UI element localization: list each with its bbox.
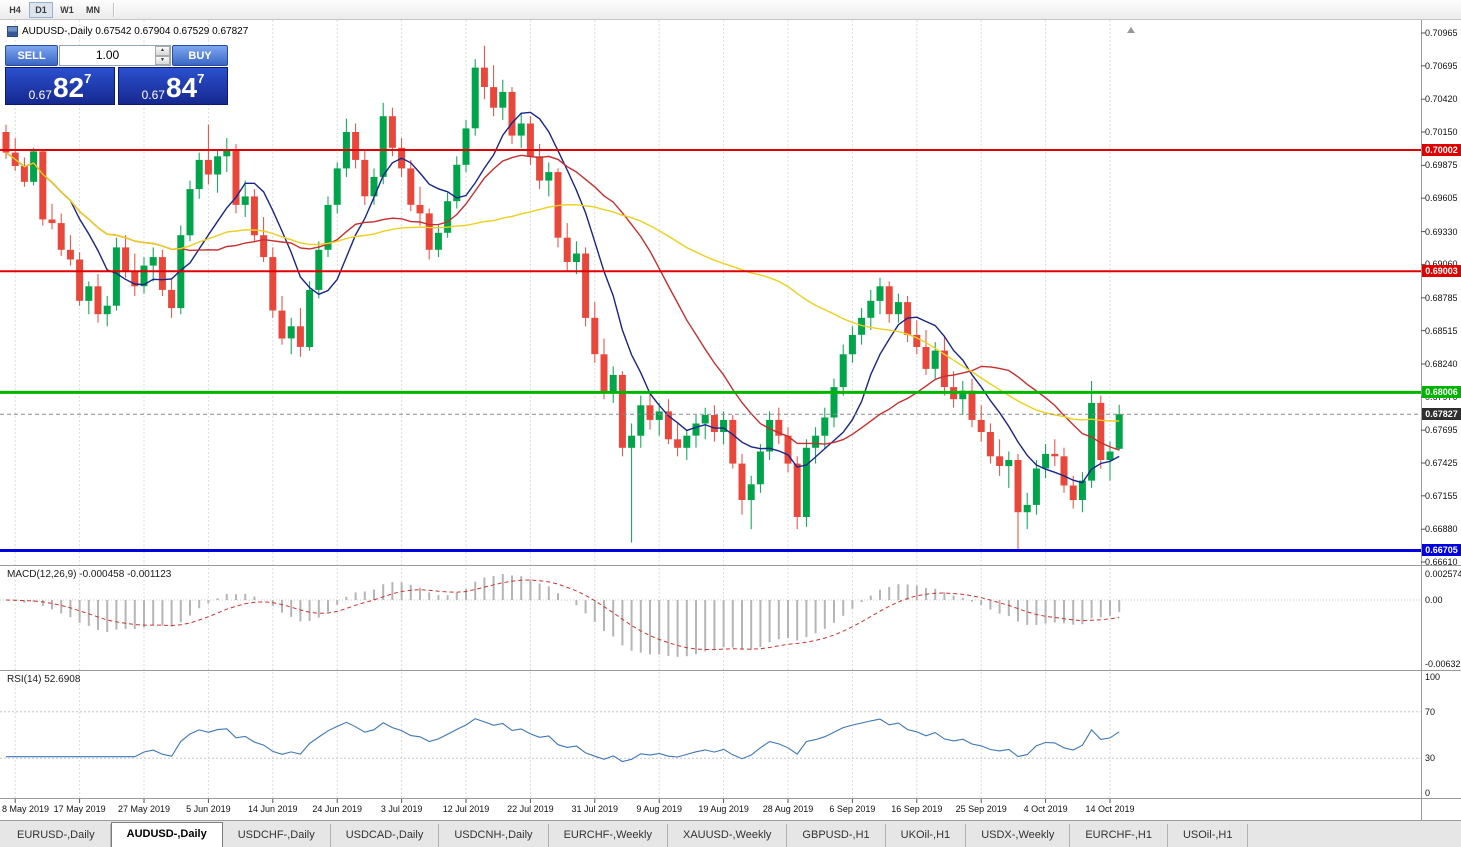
chart-tab-usdcnh-daily[interactable]: USDCNH-,Daily	[439, 824, 549, 847]
sell-button[interactable]: SELL	[5, 45, 58, 66]
ohlc-text: AUDUSD-,Daily 0.67542 0.67904 0.67529 0.…	[22, 26, 249, 37]
price-axis-label: 0.70695	[1425, 60, 1458, 71]
one-click-trading-panel: SELL 1.00 ▲ ▼ BUY 0.67 82 7 0.67 84 7	[5, 45, 228, 105]
volume-decrease-icon[interactable]: ▼	[155, 55, 170, 65]
price-axis-label: 0.69875	[1425, 160, 1458, 171]
level-price-label: 0.68006	[1422, 386, 1461, 399]
bid-big-digits: 82	[52, 72, 85, 103]
chart-tabs-bar: EURUSD-,Daily AUDUSD-,Daily USDCHF-,Daily U…	[0, 820, 1461, 847]
date-axis-label: 16 Sep 2019	[891, 804, 943, 814]
chart-tab-ukoil-h1[interactable]: UKOil-,H1	[886, 824, 967, 847]
price-axis-label: 0.70965	[1425, 28, 1458, 38]
macd-axis-label: -0.006326	[1425, 659, 1461, 669]
chart-tab-eurchf-weekly[interactable]: EURCHF-,Weekly	[549, 824, 668, 847]
candles-layer	[2, 45, 1123, 550]
date-axis-label: 22 Jul 2019	[507, 804, 554, 814]
macd-histogram	[0, 574, 1421, 657]
period-button-d1[interactable]: D1	[29, 1, 53, 18]
chart-shift-marker-icon	[1127, 27, 1135, 33]
volume-value[interactable]: 1.00	[95, 48, 120, 62]
level-lines	[0, 149, 1421, 552]
volume-increase-icon[interactable]: ▲	[155, 46, 170, 56]
timeframe-buttons: H4 D1 W1 MN	[3, 1, 105, 18]
date-axis-label: 9 Aug 2019	[636, 804, 682, 814]
level-price-label: 0.70002	[1422, 143, 1461, 156]
date-axis-label: 12 Jul 2019	[442, 804, 490, 814]
bid-price-display[interactable]: 0.67 82 7	[5, 67, 115, 105]
price-axis-label: 0.67425	[1425, 458, 1458, 468]
price-axis-label: 0.66610	[1425, 557, 1458, 567]
date-axis-label: 8 May 2019	[2, 804, 50, 814]
price-axis-label: 0.70150	[1425, 126, 1458, 137]
bid-prefix: 0.67	[28, 88, 52, 102]
date-axis-label: 19 Aug 2019	[698, 804, 749, 814]
rsi-axis-label: 30	[1425, 753, 1436, 764]
chart-tab-usdcad-daily[interactable]: USDCAD-,Daily	[331, 824, 440, 847]
bid-pip-digit: 7	[84, 71, 92, 86]
ask-pip-digit: 7	[197, 71, 205, 86]
chart-tab-eurchf-h1[interactable]: EURCHF-,H1	[1070, 824, 1168, 847]
grid-lines	[14, 20, 1111, 798]
buy-button[interactable]: BUY	[172, 45, 228, 66]
chart-tab-usdchf-daily[interactable]: USDCHF-,Daily	[223, 824, 331, 847]
current-price-label: 0.67827	[1422, 408, 1461, 421]
rsi-indicator-label: RSI(14) 52.6908	[7, 674, 81, 685]
date-axis-label: 27 May 2019	[117, 804, 171, 814]
ask-prefix: 0.67	[141, 88, 165, 102]
pane-separators	[0, 20, 1461, 820]
date-axis-label: 25 Sep 2019	[955, 804, 1007, 814]
price-axis-label: 0.68785	[1425, 292, 1458, 303]
price-axis-label: 0.68240	[1425, 359, 1458, 369]
date-axis-label: 5 Jun 2019	[186, 804, 231, 814]
chart-tab-audusd-daily[interactable]: AUDUSD-,Daily	[110, 822, 223, 847]
ask-price-display[interactable]: 0.67 84 7	[118, 67, 228, 105]
moving-average-lines	[5, 111, 1120, 484]
chart-tab-xauusd-weekly[interactable]: XAUUSD-,Weekly	[668, 824, 788, 847]
macd-axis-label: 0.00	[1425, 595, 1443, 606]
date-axis-label: 6 Sep 2019	[829, 804, 876, 814]
level-price-label: 0.69003	[1422, 265, 1461, 278]
macd-indicator-label: MACD(12,26,9) -0.000458 -0.001123	[7, 569, 172, 580]
chart-ohlc-header: AUDUSD-,Daily 0.67542 0.67904 0.67529 0.…	[7, 26, 248, 37]
chart-tab-eurusd-daily[interactable]: EURUSD-,Daily	[2, 824, 111, 847]
volume-spinner[interactable]: 1.00 ▲ ▼	[59, 45, 171, 66]
rsi-line	[0, 711, 1421, 763]
date-axis-label: 14 Jun 2019	[248, 804, 298, 814]
date-axis-label: 17 May 2019	[53, 804, 106, 814]
date-axis-label: 28 Aug 2019	[762, 804, 814, 814]
period-button-w1[interactable]: W1	[55, 2, 79, 18]
date-axis-label: 14 Oct 2019	[1085, 804, 1135, 814]
period-button-h4[interactable]: H4	[3, 2, 27, 18]
date-axis-label: 31 Jul 2019	[571, 804, 619, 814]
toolbar-separator	[113, 2, 114, 17]
period-button-mn[interactable]: MN	[81, 2, 105, 18]
price-axis-label: 0.69330	[1425, 226, 1458, 237]
date-axis-label: 3 Jul 2019	[380, 804, 423, 814]
price-axis-label: 0.70420	[1425, 94, 1458, 105]
chart-symbol-icon	[7, 26, 18, 37]
rsi-axis-label: 0	[1425, 788, 1431, 798]
price-axis-label: 0.69605	[1425, 193, 1458, 204]
level-price-label: 0.66705	[1422, 544, 1461, 557]
chart-tab-usoil-h1[interactable]: USOil-,H1	[1168, 824, 1249, 847]
chart-tab-usdx-weekly[interactable]: USDX-,Weekly	[966, 824, 1071, 847]
price-axis-label: 0.67155	[1425, 490, 1458, 501]
rsi-axis-label: 100	[1425, 672, 1441, 682]
volume-spin-buttons: ▲ ▼	[155, 46, 170, 65]
date-axis-label: 4 Oct 2019	[1023, 804, 1068, 814]
axis-ticks	[14, 32, 1425, 803]
price-axis-label: 0.66880	[1425, 524, 1458, 535]
chart-window: AUDUSD-,Daily 0.67542 0.67904 0.67529 0.…	[0, 20, 1461, 820]
chart-tab-gbpusd-h1[interactable]: GBPUSD-,H1	[787, 824, 886, 847]
price-axis-label: 0.68515	[1425, 325, 1458, 336]
timeframe-toolbar: H4 D1 W1 MN	[0, 0, 1461, 20]
date-axis-label: 24 Jun 2019	[312, 804, 362, 814]
rsi-axis-label: 70	[1425, 706, 1436, 717]
price-axis-label: 0.67695	[1425, 425, 1458, 436]
chart-canvas[interactable]	[0, 20, 1461, 820]
price-axis-label: 0.69060	[1425, 259, 1458, 269]
ask-big-digits: 84	[165, 72, 198, 103]
macd-axis-label: 0.002574	[1425, 569, 1461, 579]
